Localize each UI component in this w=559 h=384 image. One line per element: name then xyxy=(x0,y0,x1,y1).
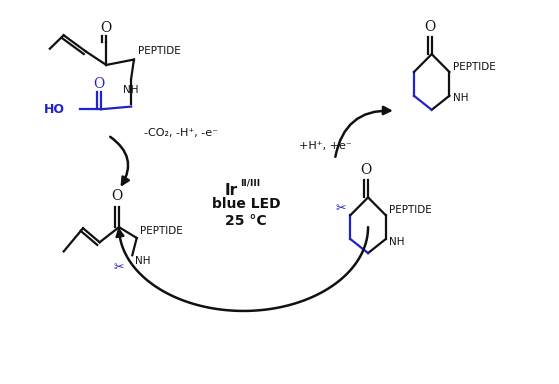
Text: Ir: Ir xyxy=(225,183,238,198)
Text: O: O xyxy=(111,189,122,204)
Text: ✂: ✂ xyxy=(335,202,345,215)
Text: NH: NH xyxy=(389,237,405,247)
Text: blue LED: blue LED xyxy=(212,197,281,212)
Text: PEPTIDE: PEPTIDE xyxy=(389,205,432,215)
Text: O: O xyxy=(93,77,104,91)
Text: O: O xyxy=(360,164,372,177)
Text: ✂: ✂ xyxy=(113,261,124,274)
Text: +H⁺, +e⁻: +H⁺, +e⁻ xyxy=(299,141,352,151)
Text: NH: NH xyxy=(135,256,150,266)
Text: II/III: II/III xyxy=(240,178,260,187)
Text: HO: HO xyxy=(44,103,65,116)
Text: NH: NH xyxy=(124,85,139,95)
Text: PEPTIDE: PEPTIDE xyxy=(453,61,495,71)
Text: PEPTIDE: PEPTIDE xyxy=(140,227,183,237)
Text: PEPTIDE: PEPTIDE xyxy=(139,46,181,56)
Text: -CO₂, -H⁺, -e⁻: -CO₂, -H⁺, -e⁻ xyxy=(144,127,218,137)
Text: NH: NH xyxy=(453,93,468,103)
Text: O: O xyxy=(424,20,435,34)
Text: O: O xyxy=(101,21,112,35)
Text: 25 °C: 25 °C xyxy=(225,214,267,228)
